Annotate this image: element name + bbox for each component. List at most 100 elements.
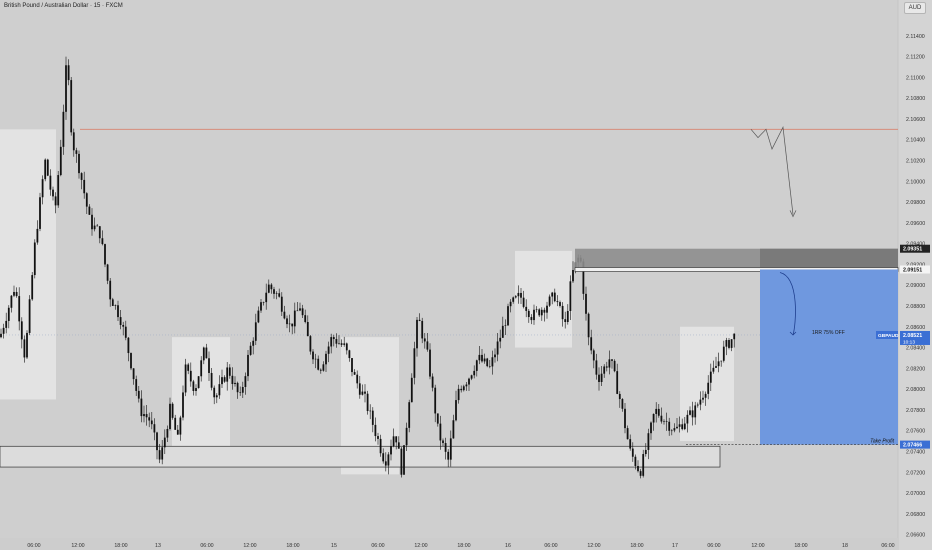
candle-body	[702, 397, 704, 400]
price-tick-label: 2.07400	[906, 449, 925, 455]
time-tick-label: 12:00	[71, 543, 84, 549]
candle-body	[358, 383, 361, 395]
candle-body	[335, 339, 338, 344]
candle-body	[364, 391, 366, 394]
time-tick-label: 18:00	[286, 543, 299, 549]
candle-body	[592, 350, 595, 361]
candle-body	[475, 360, 478, 371]
candle-body	[158, 450, 161, 460]
candle-body	[130, 353, 132, 369]
candle-body	[637, 466, 639, 472]
candle-body	[7, 307, 10, 321]
candle-body	[681, 424, 684, 430]
symbol-badge-label: GBPAUD	[878, 333, 899, 339]
target-zone	[760, 269, 898, 445]
time-tick-label: 18:00	[794, 543, 807, 549]
candle-body	[733, 333, 736, 340]
projection-curve	[779, 272, 796, 336]
candle-body	[319, 369, 322, 371]
candle-body	[423, 338, 426, 342]
candle-body	[267, 284, 270, 293]
price-tick-label: 2.11200	[906, 55, 925, 61]
time-axis	[0, 538, 898, 550]
candle-body	[548, 296, 551, 306]
candle-body	[429, 349, 431, 377]
candle-body	[150, 420, 153, 425]
candle-body	[566, 310, 569, 322]
candle-body	[546, 305, 548, 313]
candle-body	[717, 361, 720, 367]
candle-body	[621, 399, 624, 409]
candle-body	[618, 393, 621, 400]
candle-body	[720, 360, 723, 362]
candle-body	[439, 423, 442, 441]
candle-body	[712, 367, 715, 372]
candle-body	[416, 319, 418, 349]
candle-body	[600, 373, 603, 382]
candle-body	[31, 275, 34, 300]
price-tick-label: 2.06600	[906, 533, 925, 539]
candle-body	[403, 445, 405, 475]
candle-body	[540, 309, 543, 316]
candle-body	[234, 382, 236, 385]
candle-body	[52, 189, 54, 197]
candle-body	[13, 291, 15, 296]
candle-body	[533, 309, 535, 321]
candle-body	[278, 293, 281, 297]
candle-body	[673, 428, 676, 431]
candle-body	[280, 296, 283, 312]
candle-body	[340, 343, 343, 345]
target-price-badge	[900, 440, 930, 449]
stop-zone	[760, 248, 898, 270]
price-tick-label: 2.07200	[906, 470, 925, 476]
candle-body	[184, 364, 187, 393]
currency-button[interactable]: AUD	[904, 2, 926, 14]
candle-body	[707, 382, 710, 394]
candle-body	[163, 437, 166, 448]
candle-body	[241, 387, 244, 393]
price-tick-label: 2.08400	[906, 346, 925, 352]
candle-body	[709, 371, 712, 383]
candle-body	[122, 324, 125, 327]
candle-body	[348, 350, 351, 359]
candle-body	[564, 319, 567, 322]
candle-body	[176, 429, 179, 435]
candle-body	[624, 408, 626, 429]
candle-body	[0, 333, 2, 338]
candle-body	[462, 386, 465, 391]
time-tick-label: 18	[842, 543, 848, 549]
candle-body	[728, 340, 730, 348]
candle-body	[231, 375, 234, 385]
candle-body	[78, 153, 80, 174]
candle-body	[343, 343, 346, 345]
time-tick-label: 06:00	[27, 543, 40, 549]
candle-body	[200, 360, 203, 377]
candle-body	[691, 410, 694, 418]
candle-body	[572, 270, 574, 282]
candle-body	[400, 448, 403, 475]
candle-body	[143, 414, 145, 417]
time-tick-label: 12:00	[243, 543, 256, 549]
candle-body	[301, 308, 304, 316]
candle-body	[119, 317, 122, 325]
candle-body	[421, 320, 424, 339]
candle-body	[98, 226, 101, 239]
candle-body	[478, 354, 481, 361]
price-tick-label: 2.08200	[906, 366, 925, 372]
candle-body	[187, 364, 190, 371]
price-tick-label: 2.10800	[906, 96, 925, 102]
candle-body	[161, 447, 164, 460]
candle-body	[325, 353, 327, 365]
candle-body	[559, 302, 561, 306]
candle-body	[275, 293, 278, 294]
time-tick-label: 18:00	[457, 543, 470, 549]
candle-body	[587, 313, 590, 338]
candle-body	[23, 339, 26, 358]
candle-body	[18, 296, 21, 322]
candle-body	[291, 323, 294, 327]
candle-body	[309, 336, 312, 352]
candle-body	[517, 292, 520, 297]
candle-body	[715, 366, 717, 368]
